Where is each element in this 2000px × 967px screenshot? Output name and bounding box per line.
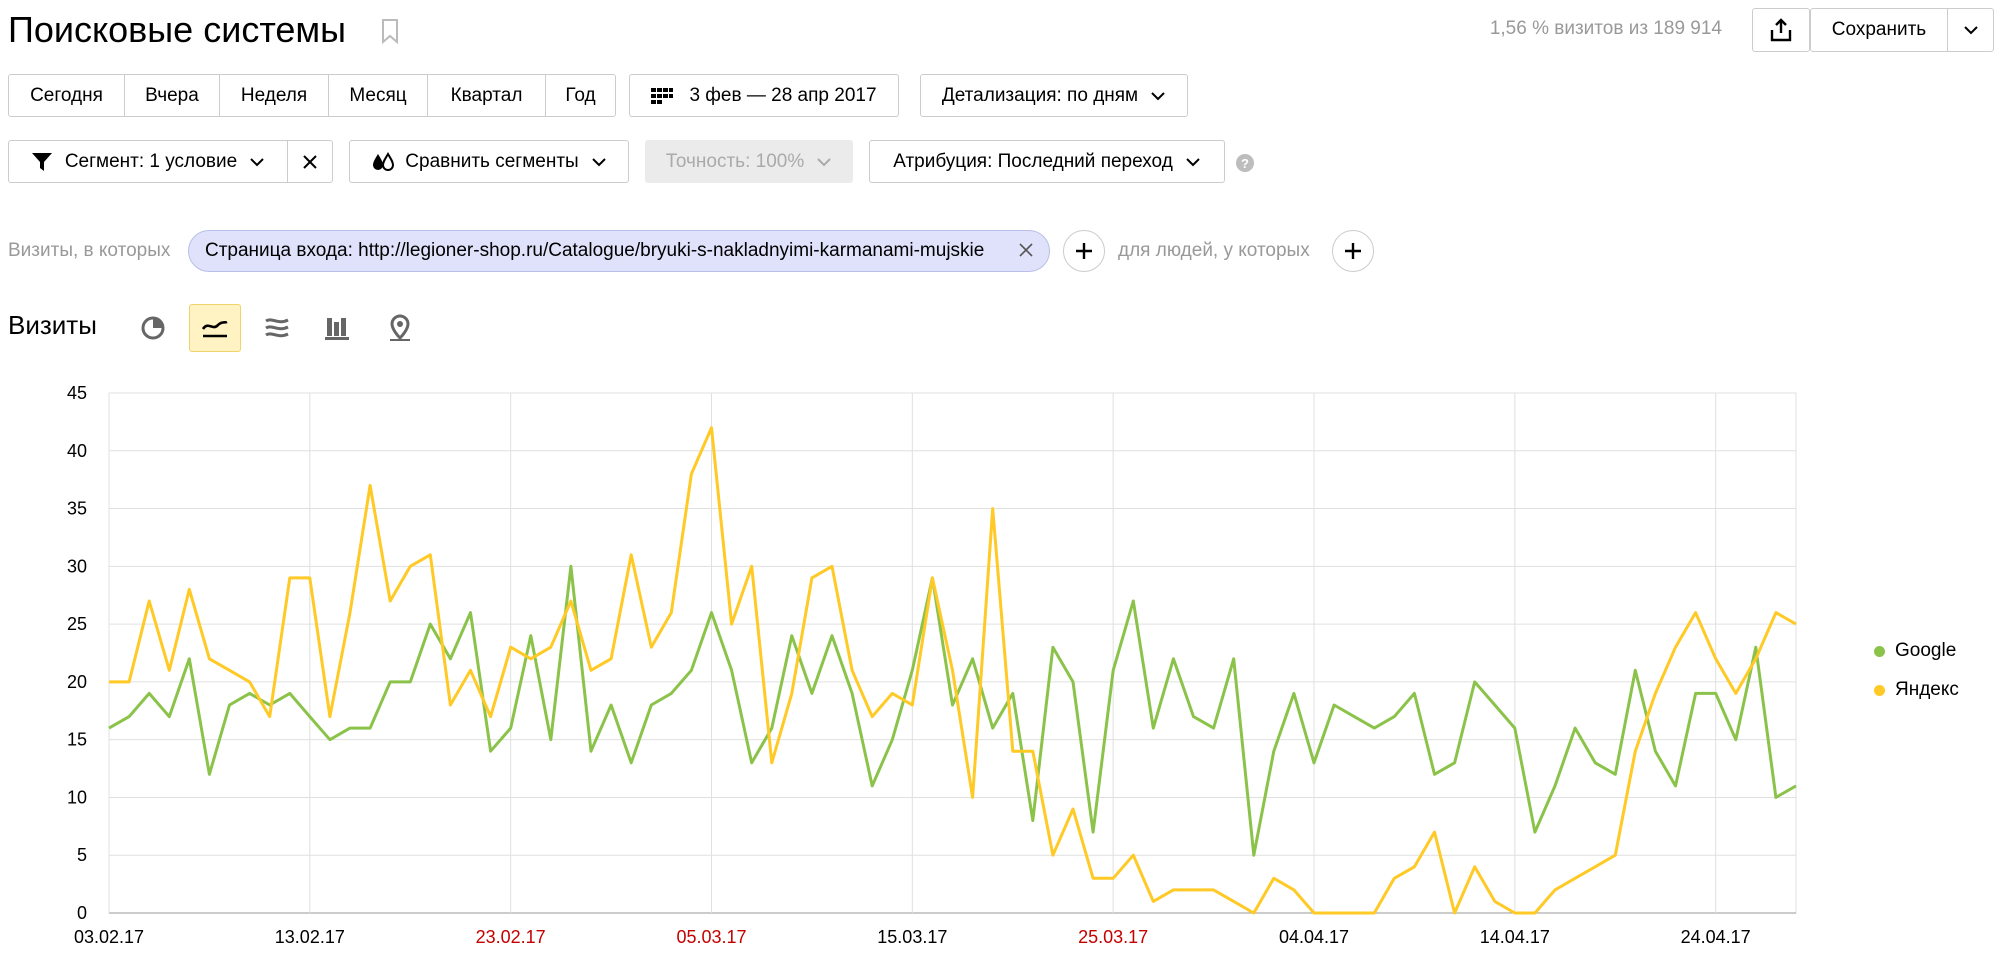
compare-label: Сравнить сегменты [405,150,579,172]
visits-share-info: 1,56 % визитов из 189 914 [1489,18,1722,39]
date-range-label: 3 фев — 28 апр 2017 [689,84,877,106]
calendar-icon [651,87,674,104]
period-year[interactable]: Год [546,74,616,117]
clear-segment-button[interactable] [287,140,333,183]
attribution-label: Атрибуция: Последний переход [893,150,1173,172]
accuracy-dropdown: Точность: 100% [645,140,853,183]
x-tick-label: 25.03.17 [1078,927,1148,947]
x-tick-label: 04.04.17 [1279,927,1349,947]
chevron-down-icon [591,157,606,166]
chart-series [108,426,1797,915]
chevron-down-icon [1151,91,1165,100]
x-tick-label: 23.02.17 [476,927,546,947]
period-tabs: Сегодня Вчера Неделя Месяц Квартал Год [8,74,616,117]
y-tick-label: 20 [67,672,87,692]
chevron-down-icon [1963,26,1978,35]
legend-label-yandex: Яндекс [1895,679,1959,700]
attribution-dropdown[interactable]: Атрибуция: Последний переход [869,140,1225,183]
save-options-button[interactable] [1948,8,1994,52]
help-icon[interactable]: ? [1236,154,1254,172]
segment-dropdown[interactable]: Сегмент: 1 условие [8,140,288,183]
page-title: Поисковые системы [8,9,347,50]
chevron-down-icon [1186,157,1200,166]
y-axis: 0 5 10 15 20 25 30 35 40 45 [67,383,87,923]
add-visit-condition-button[interactable] [1063,230,1105,272]
x-tick-label: 05.03.17 [676,927,746,947]
date-range-button[interactable]: 3 фев — 28 апр 2017 [629,74,899,117]
chart-grid [108,392,1797,914]
legend-item-google[interactable]: Google [1874,640,1956,662]
filter-icon [31,152,52,171]
x-tick-label: 15.03.17 [877,927,947,947]
legend-label-google: Google [1895,640,1957,661]
legend-dot-google [1874,645,1885,657]
share-button[interactable] [1752,8,1810,52]
compare-icon [373,151,395,171]
area-chart-icon[interactable] [252,306,302,350]
series-line-yandex [109,426,1797,915]
map-icon[interactable] [375,306,425,350]
y-tick-label: 45 [67,383,87,403]
legend-item-yandex[interactable]: Яндекс [1874,679,1959,701]
pie-chart-icon[interactable] [128,306,178,350]
y-tick-label: 40 [67,441,87,461]
detail-label: Детализация: по дням [941,84,1139,106]
close-icon[interactable] [1017,241,1035,259]
accuracy-label: Точность: 100% [665,150,805,172]
x-tick-label: 13.02.17 [275,927,345,947]
period-month[interactable]: Месяц [329,74,428,117]
y-tick-label: 15 [67,730,87,750]
period-week[interactable]: Неделя [220,74,329,117]
line-chart-icon[interactable] [189,304,241,352]
plus-icon [1345,243,1361,259]
series-line-google [108,564,1797,857]
y-tick-label: 35 [67,499,87,519]
y-tick-label: 0 [77,903,87,923]
period-today[interactable]: Сегодня [8,74,125,117]
close-icon [303,154,317,169]
segment-label: Сегмент: 1 условие [64,150,238,172]
y-tick-label: 25 [67,614,87,634]
y-tick-label: 30 [67,556,87,576]
x-axis: 03.02.17 13.02.17 23.02.17 05.03.17 15.03.17… [74,927,1751,947]
x-tick-label: 24.04.17 [1681,927,1751,947]
visits-line-chart: 0 5 10 15 20 25 30 35 40 45 03.02.17 13.02.17 23.02… [67,383,1797,947]
bookmark-icon[interactable] [380,18,400,49]
visits-condition-label: Визиты, в которых [8,240,171,261]
detail-dropdown[interactable]: Детализация: по дням [920,74,1188,117]
bar-chart-icon[interactable] [313,306,363,350]
y-tick-label: 5 [77,845,87,865]
add-people-condition-button[interactable] [1332,230,1374,272]
condition-chip-label: Страница входа: http://legioner-shop.ru/… [205,240,985,261]
chevron-down-icon [817,157,831,166]
save-button[interactable]: Сохранить [1810,8,1948,52]
plus-icon [1076,243,1092,259]
plot-frame [108,392,1797,914]
period-yesterday[interactable]: Вчера [125,74,220,117]
share-icon [1770,18,1792,42]
save-button-group: Сохранить [1810,8,1994,52]
section-title: Визиты [8,310,97,340]
x-tick-label: 14.04.17 [1480,927,1550,947]
people-condition-label: для людей, у которых [1118,240,1310,261]
compare-segments-button[interactable]: Сравнить сегменты [349,140,629,183]
period-quarter[interactable]: Квартал [428,74,546,117]
chevron-down-icon [250,157,264,166]
condition-chip[interactable]: Страница входа: http://legioner-shop.ru/… [188,230,1050,272]
y-tick-label: 10 [67,787,87,807]
x-tick-label: 03.02.17 [74,927,144,947]
legend-dot-yandex [1874,684,1885,696]
